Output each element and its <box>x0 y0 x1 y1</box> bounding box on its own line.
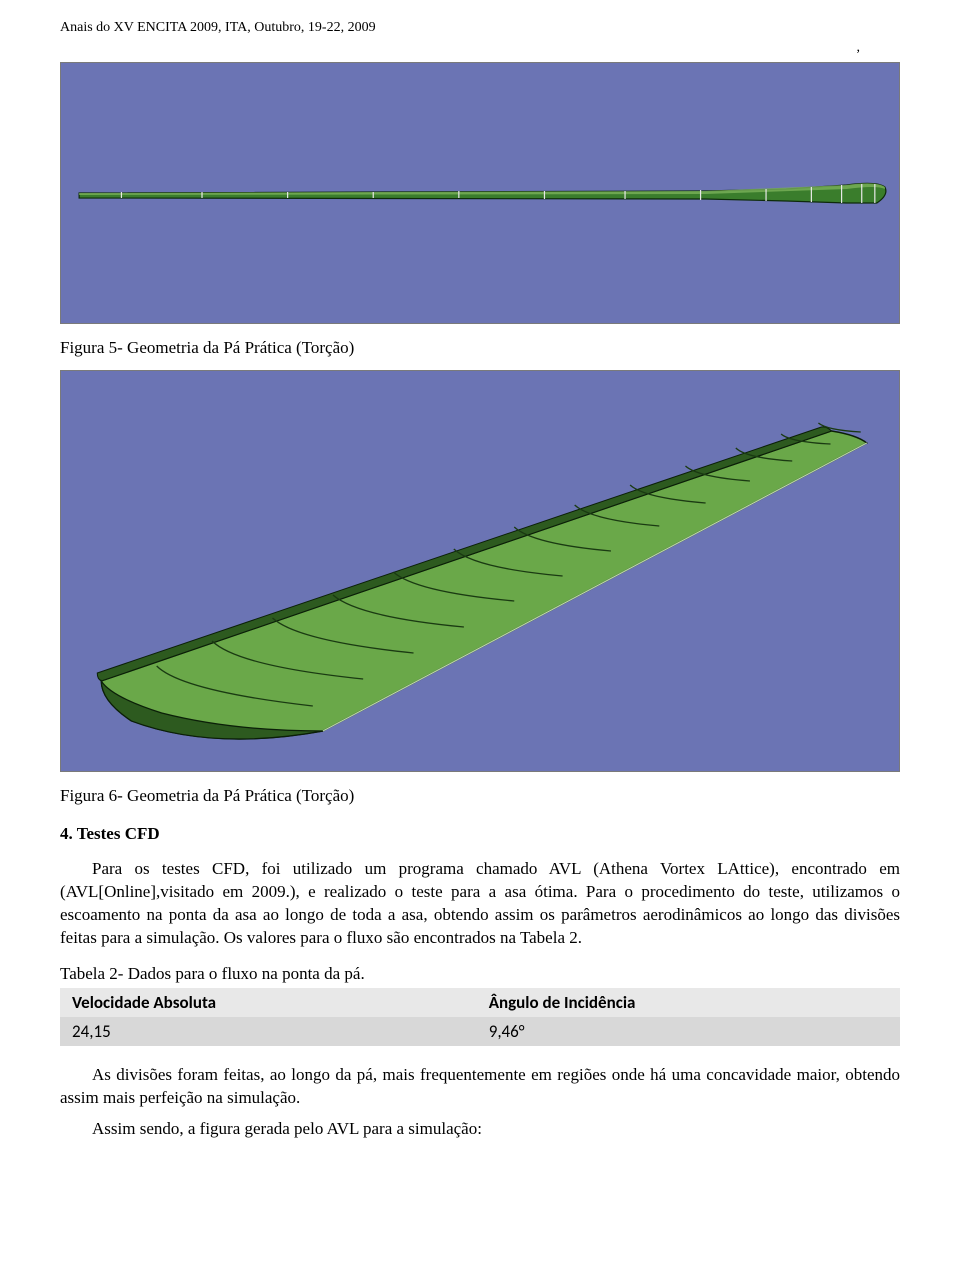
figure-5-svg <box>61 63 899 323</box>
figure-6-frame <box>60 370 900 772</box>
table-2-col2-header: Ângulo de Incidência <box>477 988 900 1017</box>
stray-comma: , <box>60 40 900 56</box>
figure-6-svg <box>61 371 899 771</box>
table-2-col1-value: 24,15 <box>60 1017 477 1046</box>
table-2: Velocidade Absoluta Ângulo de Incidência… <box>60 988 900 1046</box>
figure-5-frame <box>60 62 900 324</box>
table-2-col2-value: 9,46° <box>477 1017 900 1046</box>
section-4-para-1: Para os testes CFD, foi utilizado um pro… <box>60 858 900 950</box>
table-row: Velocidade Absoluta Ângulo de Incidência <box>60 988 900 1017</box>
table-2-col1-header: Velocidade Absoluta <box>60 988 477 1017</box>
section-4-title: 4. Testes CFD <box>60 824 900 844</box>
section-4-para-3: Assim sendo, a figura gerada pelo AVL pa… <box>60 1118 900 1141</box>
page-header: Anais do XV ENCITA 2009, ITA, Outubro, 1… <box>60 20 900 36</box>
section-4-para-2: As divisões foram feitas, ao longo da pá… <box>60 1064 900 1110</box>
figure-5-caption: Figura 5- Geometria da Pá Prática (Torçã… <box>60 338 900 358</box>
table-row: 24,15 9,46° <box>60 1017 900 1046</box>
table-2-caption: Tabela 2- Dados para o fluxo na ponta da… <box>60 964 900 984</box>
figure-6-caption: Figura 6- Geometria da Pá Prática (Torçã… <box>60 786 900 806</box>
